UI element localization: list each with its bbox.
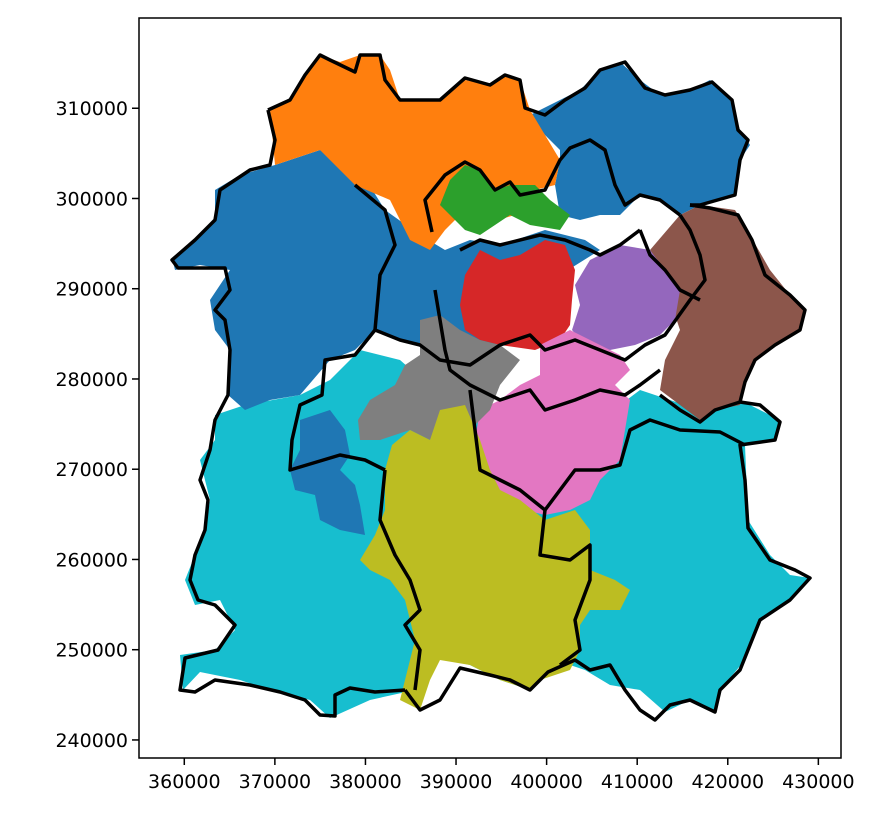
region-gray xyxy=(358,315,520,440)
boundary-inner-2 xyxy=(378,469,422,691)
y-tick-label: 240000 xyxy=(55,730,128,752)
boundary-inner-3 xyxy=(374,214,707,367)
region-green xyxy=(440,165,570,235)
y-tick-label: 300000 xyxy=(55,188,128,210)
boundary-inner-1 xyxy=(288,183,397,472)
y-tick-label: 280000 xyxy=(55,369,128,391)
boundary-south xyxy=(403,400,812,722)
x-tick-label: 400000 xyxy=(510,771,583,793)
x-axis: 360000 370000 380000 390000 400000 410000 4200… xyxy=(148,758,855,793)
axes-frame xyxy=(138,17,842,759)
boundary-inner-8 xyxy=(459,228,642,257)
x-tick-label: 380000 xyxy=(329,771,402,793)
y-tick-label: 290000 xyxy=(55,279,128,301)
boundary-inner-7 xyxy=(423,138,682,233)
y-tick-label: 310000 xyxy=(55,98,128,120)
boundary-inner-9 xyxy=(638,229,701,302)
district-boundaries xyxy=(170,53,812,722)
x-tick-label: 390000 xyxy=(420,771,493,793)
region-brown xyxy=(650,205,805,420)
boundary-east xyxy=(658,203,807,424)
region-red xyxy=(460,240,575,350)
boundary-inner-4 xyxy=(433,289,662,412)
x-tick-label: 370000 xyxy=(239,771,312,793)
y-tick-label: 250000 xyxy=(55,640,128,662)
x-tick-label: 430000 xyxy=(782,771,855,793)
x-tick-label: 420000 xyxy=(692,771,765,793)
boundary-inner-5 xyxy=(468,389,746,512)
region-blue-southwest xyxy=(290,410,365,535)
y-tick-label: 270000 xyxy=(55,459,128,481)
boundary-north xyxy=(267,53,750,207)
map-regions xyxy=(172,55,810,718)
region-olive xyxy=(360,405,630,710)
region-blue-northeast xyxy=(530,62,750,220)
y-axis: 240000 250000 260000 270000 280000 290000 3000… xyxy=(55,98,139,752)
x-tick-label: 410000 xyxy=(601,771,674,793)
boundary-inner-6 xyxy=(538,509,592,667)
y-tick-label: 260000 xyxy=(55,549,128,571)
region-purple xyxy=(572,245,680,350)
x-tick-label: 360000 xyxy=(148,771,221,793)
boundary-west xyxy=(170,109,406,718)
